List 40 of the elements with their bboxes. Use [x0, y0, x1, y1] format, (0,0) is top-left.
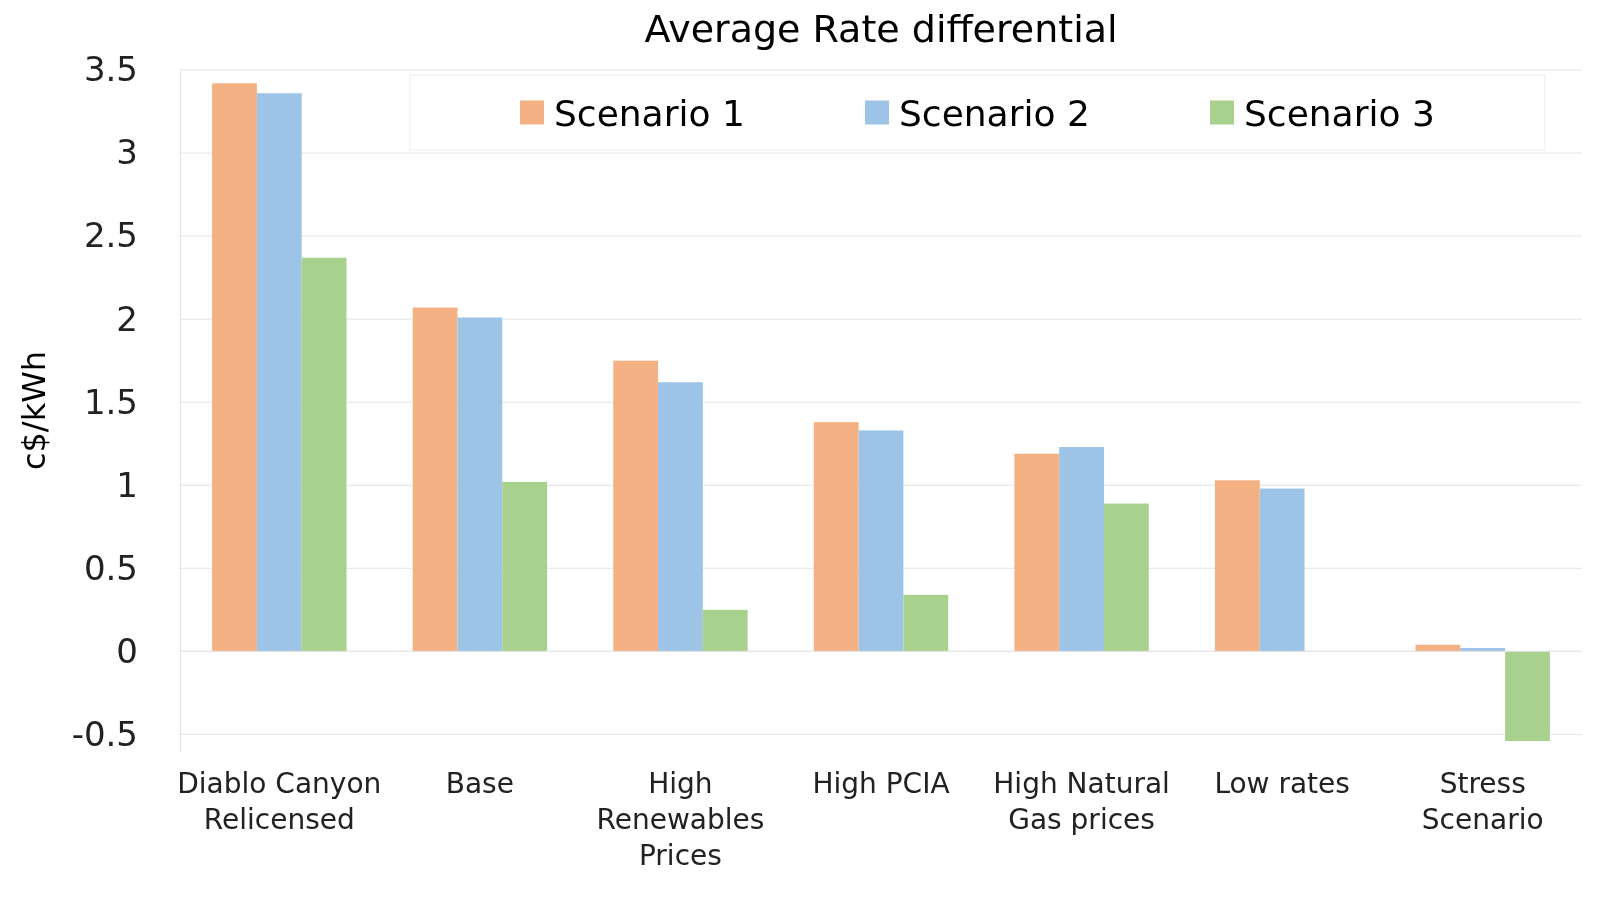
y-tick-label: -0.5 [71, 713, 138, 754]
bar [256, 93, 302, 652]
bar [858, 430, 904, 652]
y-tick-label: 3 [116, 132, 138, 173]
x-tick-label: Stress Scenario [1421, 767, 1544, 836]
x-tick-label: Low rates [1214, 767, 1350, 800]
y-axis-title: c$/kWh [15, 350, 53, 471]
bar [1103, 503, 1149, 652]
x-tick-label: Diablo Canyon Relicensed [177, 767, 382, 836]
bar [1014, 453, 1060, 652]
y-tick-label: 1 [116, 464, 138, 505]
x-tick-label: High Natural Gas prices [993, 767, 1170, 836]
bar [1059, 447, 1104, 652]
bar [457, 317, 503, 652]
bar [1214, 480, 1260, 652]
bar [702, 609, 748, 652]
y-tick-label: 1.5 [83, 381, 138, 422]
x-tick-label: High PCIA [812, 767, 950, 800]
bar [1505, 651, 1550, 742]
x-tick-label: High Renewables Prices [596, 767, 765, 872]
bar [301, 257, 347, 652]
legend-label: Scenario 2 [899, 92, 1090, 134]
bar [412, 307, 458, 652]
chart-title: Average Rate differential [644, 7, 1118, 51]
bar [1460, 648, 1506, 652]
bar [1259, 488, 1305, 652]
bar [212, 83, 257, 652]
bar [613, 360, 659, 652]
x-tick-label: Base [445, 767, 514, 800]
legend-label: Scenario 3 [1244, 92, 1435, 134]
y-tick-label: 0 [116, 630, 138, 671]
y-tick-label: 2 [116, 298, 138, 339]
bar [502, 481, 548, 652]
bar [813, 422, 859, 652]
y-tick-label: 3.5 [83, 49, 138, 90]
y-tick-label: 0.5 [83, 547, 138, 588]
bar [658, 382, 703, 652]
legend-label: Scenario 1 [554, 92, 745, 134]
y-tick-label: 2.5 [83, 215, 138, 256]
bar [903, 594, 949, 652]
